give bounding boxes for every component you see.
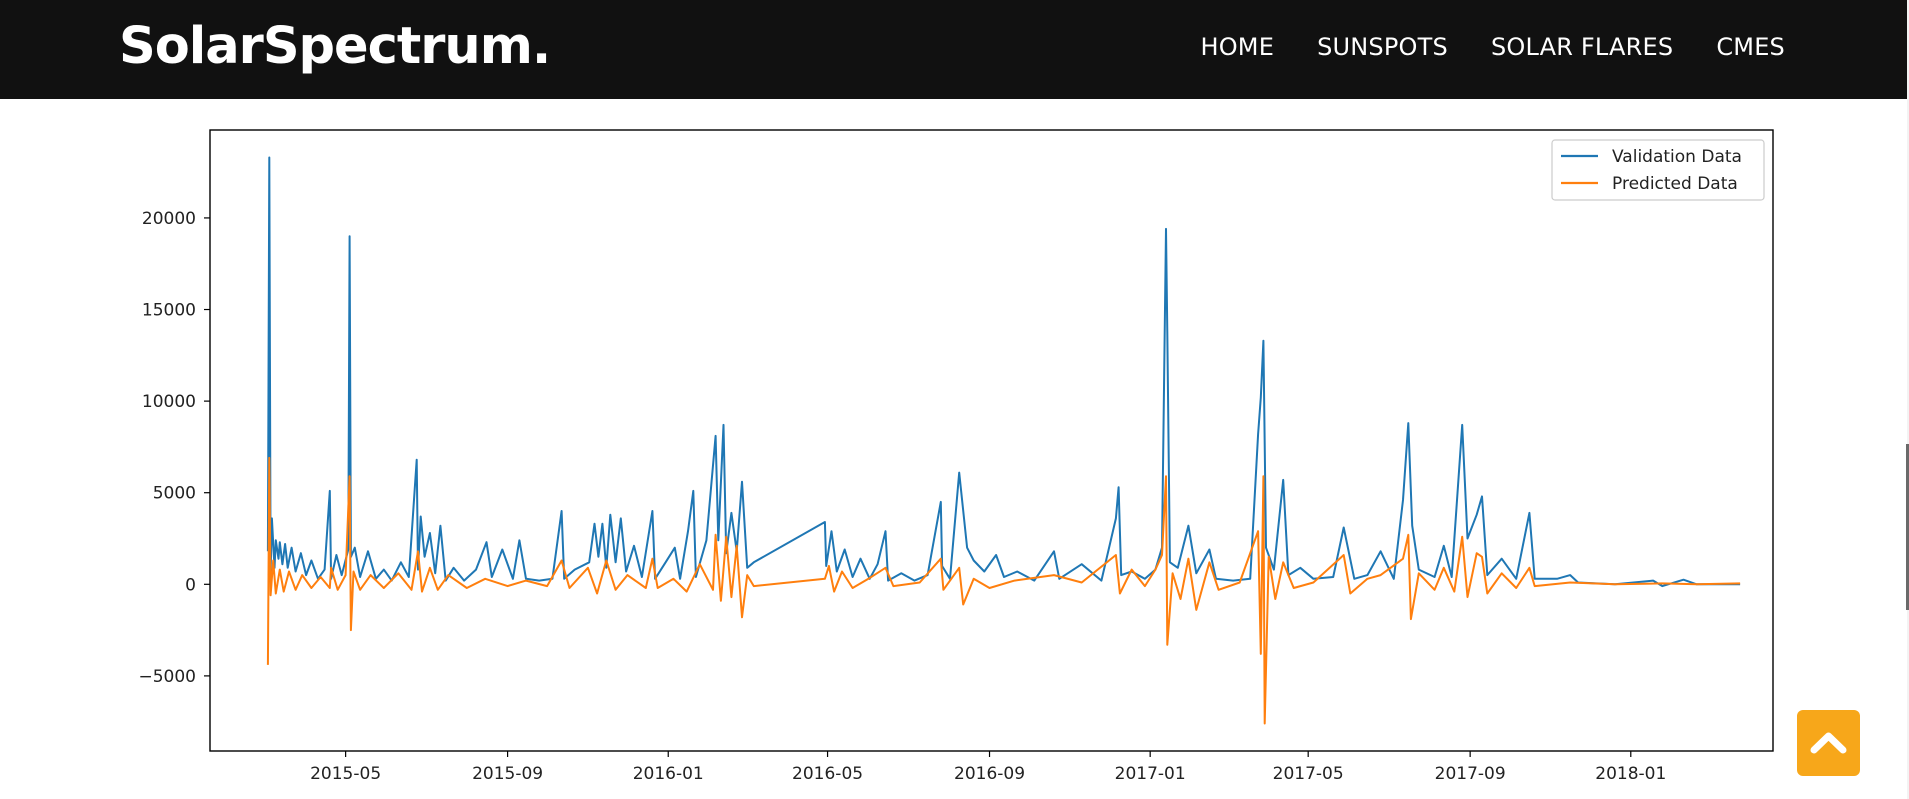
plot-lines	[266, 156, 1741, 725]
nav-link-sunspots[interactable]: SUNSPOTS	[1317, 33, 1448, 61]
x-tick-label: 2017-01	[1115, 764, 1186, 784]
series-line-predicted	[266, 456, 1741, 725]
x-tick-label: 2016-09	[954, 764, 1025, 784]
x-axis: 2015-05 2015-09 2016-01 2016-05 2016-09 2017-…	[310, 751, 1666, 784]
chevron-up-icon	[1810, 732, 1847, 754]
nav-link-home[interactable]: HOME	[1200, 33, 1275, 61]
scrollbar-track[interactable]	[1907, 0, 1909, 799]
chart-legend: Validation Data Predicted Data	[1551, 139, 1765, 201]
y-tick-label: 5000	[153, 484, 196, 504]
x-tick-label: 2016-01	[633, 764, 704, 784]
x-tick-label: 2017-09	[1435, 764, 1506, 784]
nav-link-solar-flares[interactable]: SOLAR FLARES	[1490, 33, 1674, 61]
y-tick-label: 20000	[142, 209, 196, 229]
y-tick-label: 15000	[142, 301, 196, 321]
sunspot-prediction-chart: 2015-05 2015-09 2016-01 2016-05 2016-09 2017-…	[138, 129, 1774, 784]
main-nav: HOME SUNSPOTS SOLAR FLARES CMES	[1200, 30, 1785, 64]
y-tick-label: −5000	[138, 667, 196, 687]
series-line-validation	[266, 156, 1741, 588]
top-navbar: SolarSpectrum. HOME SUNSPOTS SOLAR FLARE…	[0, 0, 1907, 99]
y-tick-label: 10000	[142, 392, 196, 412]
x-tick-label: 2016-05	[792, 764, 863, 784]
scrollbar-thumb[interactable]	[1906, 444, 1909, 610]
y-axis: −5000 0 5000 10000 15000 20000	[138, 209, 210, 687]
x-tick-label: 2018-01	[1595, 764, 1666, 784]
nav-link-cmes[interactable]: CMES	[1716, 33, 1785, 61]
x-tick-label: 2015-05	[310, 764, 381, 784]
legend-box	[1551, 139, 1765, 201]
site-logo[interactable]: SolarSpectrum.	[119, 17, 551, 76]
y-tick-label: 0	[185, 575, 196, 595]
x-tick-label: 2017-05	[1273, 764, 1344, 784]
legend-label-validation: Validation Data	[1612, 147, 1742, 167]
back-to-top-button[interactable]	[1797, 710, 1860, 776]
x-tick-label: 2015-09	[472, 764, 543, 784]
plot-frame	[209, 129, 1774, 752]
legend-label-predicted: Predicted Data	[1612, 174, 1738, 194]
